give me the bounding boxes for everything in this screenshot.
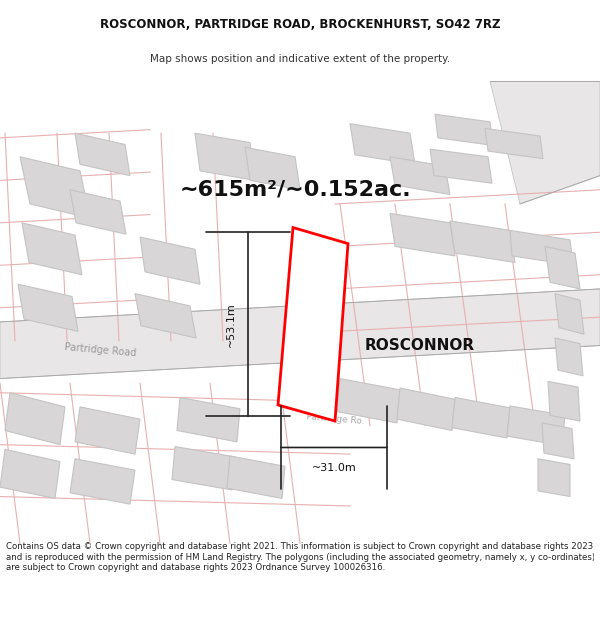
- Polygon shape: [5, 392, 65, 444]
- Polygon shape: [22, 223, 82, 275]
- Text: ROSCONNOR: ROSCONNOR: [365, 338, 475, 353]
- Polygon shape: [452, 398, 510, 438]
- Polygon shape: [245, 148, 300, 190]
- Polygon shape: [548, 381, 580, 421]
- Polygon shape: [140, 237, 200, 284]
- Polygon shape: [490, 81, 600, 204]
- Text: ~31.0m: ~31.0m: [311, 462, 356, 472]
- Polygon shape: [510, 231, 573, 265]
- Polygon shape: [195, 133, 255, 181]
- Text: ~53.1m: ~53.1m: [226, 302, 236, 347]
- Polygon shape: [177, 398, 240, 442]
- Polygon shape: [485, 129, 543, 159]
- Polygon shape: [135, 294, 196, 338]
- Polygon shape: [450, 221, 515, 262]
- Polygon shape: [390, 157, 450, 194]
- Polygon shape: [0, 449, 60, 499]
- Polygon shape: [75, 133, 130, 176]
- Text: ~615m²/~0.152ac.: ~615m²/~0.152ac.: [179, 180, 411, 200]
- Polygon shape: [507, 406, 565, 446]
- Polygon shape: [70, 459, 135, 504]
- Polygon shape: [545, 246, 580, 289]
- Polygon shape: [397, 388, 455, 431]
- Text: Partridge Road: Partridge Road: [64, 342, 136, 358]
- Polygon shape: [337, 379, 400, 423]
- Polygon shape: [430, 149, 492, 183]
- Text: Contains OS data © Crown copyright and database right 2021. This information is : Contains OS data © Crown copyright and d…: [6, 542, 595, 572]
- Text: Partridge Ro.: Partridge Ro.: [305, 412, 364, 426]
- Polygon shape: [555, 338, 583, 376]
- Polygon shape: [75, 407, 140, 454]
- Polygon shape: [390, 213, 455, 256]
- Polygon shape: [172, 446, 235, 490]
- Polygon shape: [70, 190, 126, 234]
- Polygon shape: [542, 423, 574, 459]
- Polygon shape: [435, 114, 493, 146]
- Polygon shape: [18, 284, 78, 331]
- Text: Map shows position and indicative extent of the property.: Map shows position and indicative extent…: [150, 54, 450, 64]
- Polygon shape: [20, 157, 90, 218]
- Polygon shape: [227, 456, 285, 499]
- Polygon shape: [0, 289, 600, 379]
- Polygon shape: [538, 459, 570, 496]
- Text: ROSCONNOR, PARTRIDGE ROAD, BROCKENHURST, SO42 7RZ: ROSCONNOR, PARTRIDGE ROAD, BROCKENHURST,…: [100, 18, 500, 31]
- Polygon shape: [278, 228, 348, 421]
- Polygon shape: [555, 294, 584, 334]
- Polygon shape: [350, 124, 415, 164]
